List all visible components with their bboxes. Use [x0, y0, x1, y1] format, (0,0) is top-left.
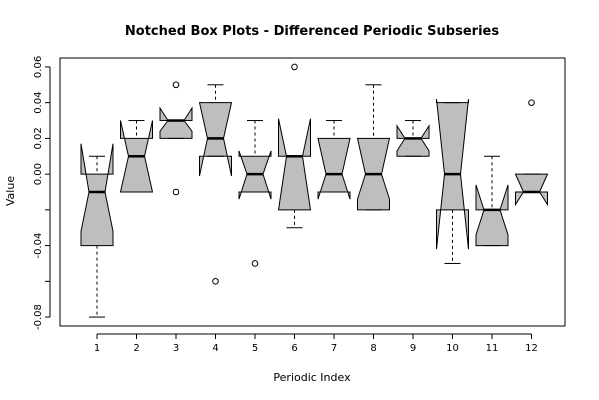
box-2 — [119, 120, 154, 193]
box-body — [277, 118, 312, 211]
x-tick-label: 2 — [133, 343, 139, 354]
box-1 — [80, 143, 114, 318]
box-body — [80, 143, 114, 247]
y-tick-label: -0.08 — [33, 304, 44, 330]
box-11 — [475, 155, 509, 247]
y-tick-label: 0.04 — [33, 92, 44, 114]
box-body — [317, 137, 351, 200]
outlier-point — [291, 63, 298, 71]
box-group — [80, 63, 549, 318]
x-tick-label: 12 — [525, 343, 538, 354]
x-tick-label: 9 — [410, 343, 416, 354]
x-tick-label: 3 — [173, 343, 179, 354]
x-tick-label: 11 — [486, 343, 499, 354]
x-tick-label: 10 — [446, 343, 459, 354]
outlier-point — [528, 99, 535, 106]
y-tick-label: -0.04 — [33, 233, 44, 259]
box-9 — [396, 120, 430, 157]
x-axis-label: Periodic Index — [273, 371, 351, 384]
box-body — [475, 184, 509, 247]
x-tick-label: 8 — [370, 343, 376, 354]
x-tick-label: 7 — [331, 343, 337, 354]
box-4 — [198, 84, 233, 285]
chart-title: Notched Box Plots - Differenced Periodic… — [125, 24, 499, 39]
box-8 — [356, 84, 391, 211]
x-tick-label: 4 — [212, 343, 218, 354]
y-tick-label: 0.06 — [33, 56, 44, 78]
y-tick-label: 0.02 — [33, 127, 44, 149]
box-10 — [436, 99, 469, 264]
box-body — [514, 173, 549, 207]
y-axis-label: Value — [4, 176, 17, 206]
box-body — [396, 124, 430, 157]
box-3 — [159, 81, 193, 196]
box-6 — [277, 63, 312, 229]
x-tick-label: 1 — [94, 343, 100, 354]
box-7 — [317, 120, 351, 200]
box-body — [159, 106, 193, 139]
outlier-point — [212, 278, 219, 285]
box-12 — [514, 99, 549, 207]
plot-frame — [59, 57, 566, 327]
x-tick-label: 5 — [252, 343, 258, 354]
x-tick-label: 6 — [291, 343, 297, 354]
y-tick-label: 0.00 — [33, 163, 44, 185]
y-axis: -0.08 -0.04 0.00 0.02 0.04 0.06 — [33, 56, 51, 330]
x-axis: 1 2 3 4 5 6 7 8 9 10 11 12 — [94, 333, 538, 354]
outlier-point — [172, 188, 180, 196]
box-5 — [238, 120, 272, 267]
outlier-point — [172, 81, 180, 89]
outlier-point — [251, 260, 259, 267]
